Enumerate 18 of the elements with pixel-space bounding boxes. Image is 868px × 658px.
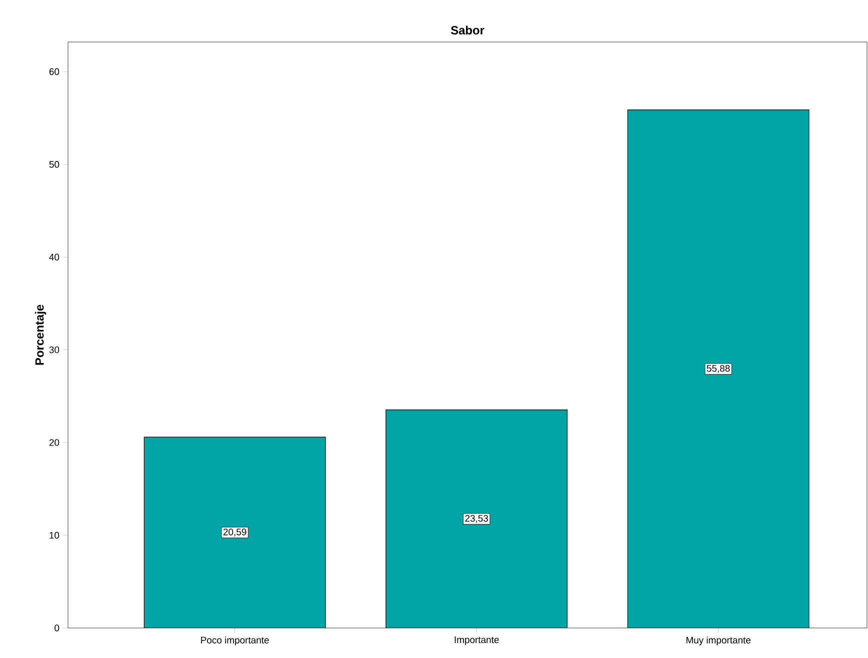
y-tick-label: 10 xyxy=(50,532,60,539)
data-label: 20,59 xyxy=(223,528,246,536)
data-label: 55,88 xyxy=(706,365,730,373)
bar xyxy=(144,436,326,628)
y-tick-label: 0 xyxy=(54,624,60,632)
bar xyxy=(386,410,568,628)
y-tick-label: 40 xyxy=(49,254,60,260)
y-tick-label: 60 xyxy=(49,68,60,76)
y-axis-title: Porcentaje xyxy=(34,304,46,365)
y-tick-label: 20 xyxy=(49,439,60,446)
x-tick-label: Muy importante xyxy=(686,636,751,646)
chart-title: Sabor xyxy=(450,26,484,34)
y-tick-label: 50 xyxy=(49,161,60,168)
bar xyxy=(627,110,810,628)
x-tick-label: Importante xyxy=(454,636,499,645)
data-label: 23,53 xyxy=(465,514,488,523)
x-tick-label: Poco importante xyxy=(201,636,269,646)
y-tick-label: 30 xyxy=(49,346,60,354)
